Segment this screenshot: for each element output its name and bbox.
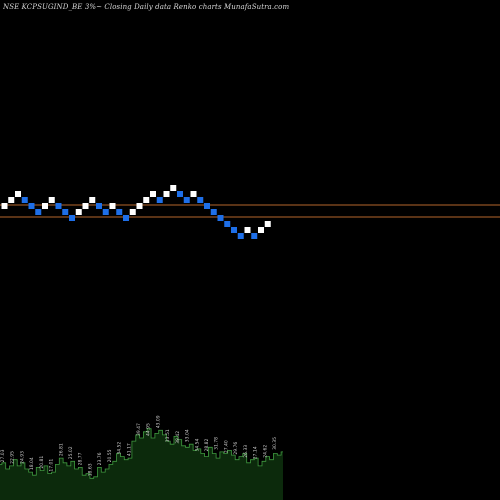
chart-title: NSE KCPSUGIND_BE 3%~ Closing Daily data … bbox=[3, 3, 290, 11]
volume-label-14: 41.17 bbox=[126, 443, 132, 456]
renko-brick-9 bbox=[55, 203, 62, 209]
renko-brick-17 bbox=[109, 203, 116, 209]
renko-brick-34 bbox=[224, 221, 231, 227]
renko-brick-29 bbox=[190, 191, 197, 197]
renko-brick-25 bbox=[163, 191, 170, 197]
volume-label-10: 18.63 bbox=[87, 463, 93, 476]
renko-brick-24 bbox=[156, 197, 163, 203]
volume-label-12: 20.55 bbox=[107, 449, 113, 462]
renko-brick-6 bbox=[35, 209, 42, 215]
renko-brick-23 bbox=[150, 191, 156, 197]
volume-label-9: 28.77 bbox=[78, 452, 84, 465]
renko-brick-1 bbox=[1, 203, 8, 209]
renko-brick-4 bbox=[21, 197, 28, 203]
renko-brick-21 bbox=[136, 203, 143, 209]
renko-brick-31 bbox=[204, 203, 210, 209]
volume-label-13: 34.52 bbox=[117, 442, 123, 455]
renko-brick-5 bbox=[28, 203, 35, 209]
volume-area bbox=[0, 428, 283, 500]
renko-brick-36 bbox=[237, 233, 244, 239]
volume-label-15: 39.47 bbox=[136, 423, 142, 436]
renko-brick-7 bbox=[42, 203, 48, 209]
renko-brick-12 bbox=[75, 209, 82, 215]
volume-label-19: 38.42 bbox=[175, 431, 181, 444]
renko-brick-15 bbox=[96, 203, 102, 209]
volume-label-24: 27.40 bbox=[223, 440, 229, 453]
renko-brick-32 bbox=[210, 209, 217, 215]
renko-brick-37 bbox=[244, 227, 251, 233]
volume-label-5: 20.81 bbox=[39, 456, 45, 469]
volume-label-7: 26.81 bbox=[58, 443, 64, 456]
renko-brick-19 bbox=[123, 215, 129, 221]
renko-brick-11 bbox=[69, 215, 75, 221]
volume-label-25: 29.76 bbox=[233, 442, 239, 455]
renko-brick-18 bbox=[116, 209, 123, 215]
renko-brick-33 bbox=[217, 215, 224, 221]
volume-label-17: 43.09 bbox=[155, 415, 161, 428]
volume-label-6: 17.01 bbox=[49, 459, 55, 472]
renko-brick-28 bbox=[183, 197, 190, 203]
volume-line bbox=[0, 428, 283, 479]
volume-label-23: 31.78 bbox=[214, 437, 220, 450]
renko-brick-10 bbox=[62, 209, 69, 215]
renko-brick-30 bbox=[197, 197, 204, 203]
volume-label-11: 23.76 bbox=[97, 452, 103, 465]
renko-bricks bbox=[1, 185, 271, 239]
renko-brick-22 bbox=[143, 197, 150, 203]
volume-panel bbox=[0, 428, 283, 500]
renko-brick-14 bbox=[89, 197, 96, 203]
volume-label-1: 27.03 bbox=[0, 449, 6, 462]
renko-brick-38 bbox=[251, 233, 258, 239]
renko-brick-16 bbox=[102, 209, 109, 215]
volume-label-2: 22.95 bbox=[10, 451, 16, 464]
renko-brick-40 bbox=[264, 221, 271, 227]
volume-label-16: 44.95 bbox=[146, 423, 152, 436]
renko-brick-26 bbox=[170, 185, 177, 191]
renko-brick-20 bbox=[129, 209, 136, 215]
volume-label-3: 24.93 bbox=[19, 451, 25, 464]
renko-brick-13 bbox=[82, 203, 89, 209]
volume-label-20: 33.04 bbox=[185, 429, 191, 442]
volume-label-22: 28.82 bbox=[204, 438, 210, 451]
volume-label-26: 26.33 bbox=[243, 445, 249, 458]
volume-label-21: 34.54 bbox=[194, 438, 200, 451]
renko-brick-39 bbox=[258, 227, 264, 233]
renko-brick-27 bbox=[177, 191, 183, 197]
renko-brick-8 bbox=[48, 197, 55, 203]
volume-label-28: 24.62 bbox=[262, 445, 268, 458]
volume-label-4: 18.04 bbox=[29, 457, 35, 470]
renko-brick-3 bbox=[15, 191, 21, 197]
volume-label-18: 33.51 bbox=[165, 429, 171, 442]
volume-label-8: 25.02 bbox=[68, 446, 74, 459]
renko-brick-35 bbox=[231, 227, 237, 233]
renko-brick-2 bbox=[8, 197, 15, 203]
volume-label-27: 27.14 bbox=[253, 446, 259, 459]
volume-label-29: 30.35 bbox=[272, 437, 278, 450]
